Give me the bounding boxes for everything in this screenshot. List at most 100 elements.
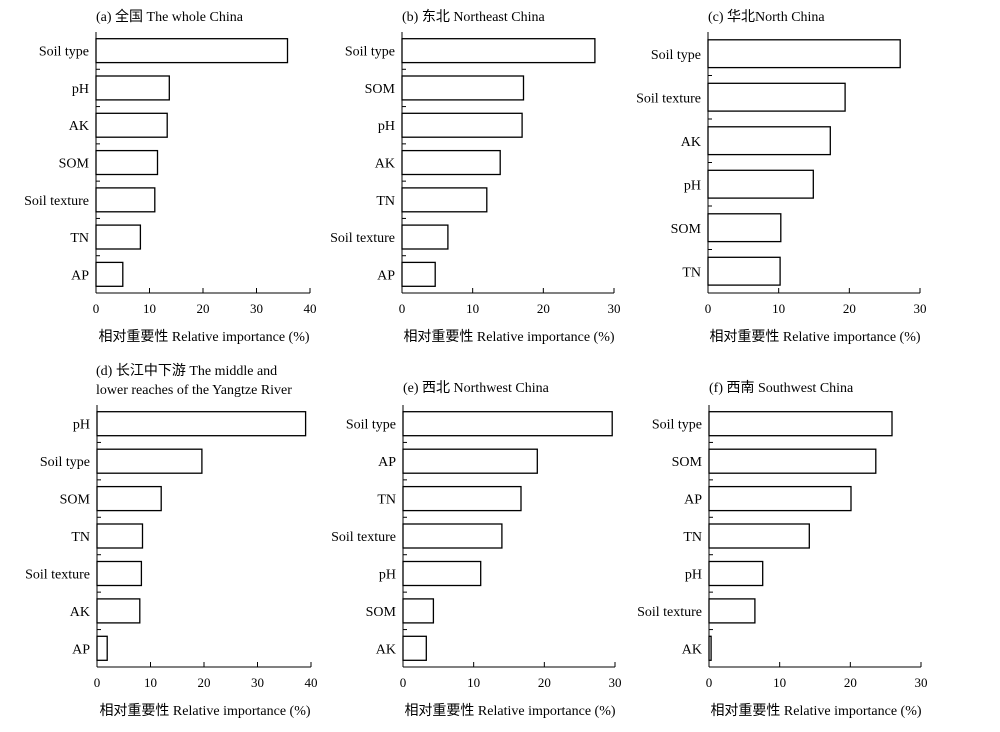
x-tick-label: 10 [772,301,785,316]
x-tick-label: 10 [144,675,157,690]
x-tick-label: 20 [538,675,551,690]
x-tick-label: 20 [843,301,856,316]
category-label: Soil texture [330,231,395,246]
category-label: TN [71,530,90,545]
category-label: Soil type [651,48,701,63]
x-axis-label: 相对重要性 Relative importance (%) [709,329,920,345]
bar [96,411,307,437]
panel-title: lower reaches of the Yangtze River [96,383,292,398]
x-tick-label: 30 [914,301,927,316]
bar [402,523,503,549]
category-label: Soil type [346,418,396,433]
bar [96,523,144,549]
bar [708,560,764,587]
bar [96,635,108,661]
panel-title: (f) 西南 Southwest China [709,380,854,396]
panel-6: (f) 西南 Southwest China Soil type SOM AP TN pH… [637,380,927,719]
bar [401,149,501,176]
category-label: TN [377,493,396,508]
panel-title: (d) 长江中下游 The middle and [96,363,277,379]
x-tick-label: 0 [706,675,713,690]
x-tick-label: 30 [915,675,928,690]
panel-2: (b) 东北 Northeast China Soil type SOM pH AK TN… [330,9,620,345]
bar [708,411,893,437]
bar [707,169,814,199]
x-tick-label: 30 [250,301,263,316]
bar [96,560,143,587]
x-tick-label: 10 [773,675,786,690]
category-label: Soil texture [637,605,702,620]
bar [95,38,289,64]
panel-title: (c) 华北North China [708,9,825,25]
category-label: Soil type [40,455,90,470]
category-label: TN [376,194,395,209]
x-tick-label: 20 [844,675,857,690]
bar [95,224,142,250]
bar [707,82,846,112]
bar [402,448,538,474]
bar [95,75,170,101]
bar [708,635,712,661]
bar [708,485,852,512]
category-label: AK [69,119,89,134]
category-label: AK [375,157,395,172]
category-label: AK [681,135,701,150]
bar [708,523,810,549]
x-tick-label: 30 [608,301,621,316]
x-tick-label: 0 [399,301,406,316]
x-tick-label: 10 [467,675,480,690]
bar [401,261,436,287]
x-tick-label: 30 [609,675,622,690]
category-label: Soil texture [331,530,396,545]
category-label: AK [70,605,90,620]
bar [707,126,831,156]
x-tick-label: 20 [198,675,211,690]
category-label: SOM [59,157,90,172]
category-label: Soil texture [25,567,90,582]
x-tick-label: 20 [537,301,550,316]
bar [95,187,156,213]
bar [707,213,782,243]
category-label: AP [72,642,90,657]
bar [707,39,901,69]
x-tick-label: 40 [304,301,317,316]
category-label: SOM [366,605,397,620]
bar [96,598,141,624]
category-label: Soil texture [636,91,701,106]
category-label: pH [73,418,90,433]
bar [402,485,522,512]
category-label: Soil type [345,45,395,60]
category-label: pH [378,119,395,134]
x-tick-label: 30 [251,675,264,690]
panel-title: (e) 西北 Northwest China [403,380,550,396]
category-label: SOM [60,493,91,508]
x-tick-label: 0 [400,675,407,690]
bar [402,411,613,437]
bar [96,485,162,512]
category-label: pH [72,82,89,97]
x-axis-label: 相对重要性 Relative importance (%) [403,329,614,345]
category-label: AK [376,642,396,657]
category-label: AP [377,268,395,283]
category-label: pH [379,567,396,582]
category-label: TN [70,231,89,246]
panel-5: (e) 西北 Northwest China Soil type AP TN Soil … [331,380,621,719]
x-axis-label: 相对重要性 Relative importance (%) [710,703,921,719]
x-tick-label: 40 [305,675,318,690]
bar [96,448,203,474]
bar [708,448,877,474]
category-label: Soil type [652,418,702,433]
category-label: pH [685,567,702,582]
x-tick-label: 0 [705,301,712,316]
category-label: Soil type [39,45,89,60]
bar [401,38,596,64]
category-label: TN [683,530,702,545]
x-tick-label: 10 [143,301,156,316]
x-axis-label: 相对重要性 Relative importance (%) [99,703,310,719]
x-tick-label: 10 [466,301,479,316]
category-label: SOM [365,82,396,97]
category-label: SOM [672,455,703,470]
bar [95,261,124,287]
bar [402,635,427,661]
bar [401,187,488,213]
